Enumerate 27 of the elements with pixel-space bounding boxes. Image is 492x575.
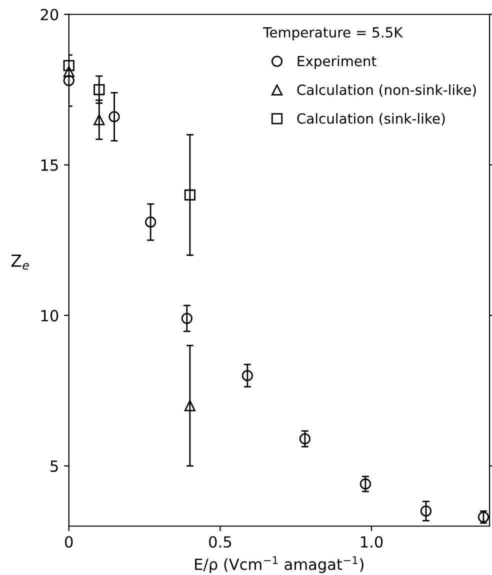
point: [360, 478, 372, 490]
point: [184, 189, 196, 201]
x-tick-label: 1.0: [361, 536, 383, 548]
point: [63, 60, 74, 72]
point: [242, 370, 253, 382]
point: [94, 84, 105, 96]
y-tick-label: 20: [40, 8, 58, 20]
y-tick-label: 10: [41, 310, 58, 322]
point: [108, 111, 120, 122]
legend-label: Experiment: [298, 56, 376, 70]
point: [63, 66, 74, 78]
point: [181, 312, 192, 324]
x-tick-label: 0: [65, 536, 73, 548]
legend-label: Calculation (sink-like): [297, 113, 445, 126]
point: [94, 114, 105, 126]
point: [420, 506, 432, 517]
legend-title: Temperature = 5.5K: [263, 27, 404, 40]
point: [184, 400, 196, 412]
y-tick-label: 15: [41, 160, 58, 171]
y-axis-title: Z$_{e}$: [11, 254, 29, 270]
point: [299, 433, 310, 444]
legend-label: Calculation (non-sink-like): [297, 84, 476, 97]
point: [63, 75, 74, 86]
y-tick-label: 5: [50, 460, 58, 472]
x-axis-title: E/ρ (Vcm$^{−1}$ amagat$^{−1}$): [195, 556, 364, 574]
point: [145, 216, 156, 228]
x-tick-label: 0.5: [209, 536, 232, 548]
